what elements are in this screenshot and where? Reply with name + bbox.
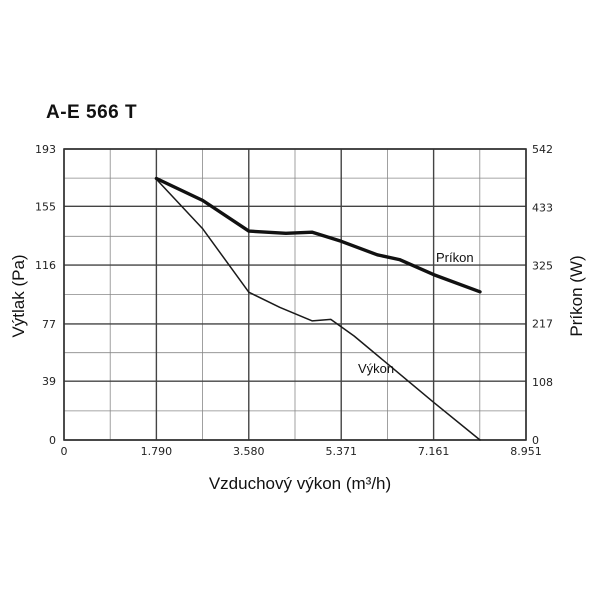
tick-labels: 0 1.790 3.580 5.371 7.161 8.95103977116155193…	[35, 143, 553, 458]
y2-tick-label: 0	[532, 434, 539, 447]
plot-frame	[63, 148, 527, 441]
x-axis-title: Vzduchový výkon (m³/h)	[209, 474, 391, 493]
series-line-vykon	[155, 178, 481, 441]
y-axis-title: Výtlak (Pa)	[9, 254, 28, 337]
series-line-prikon	[154, 176, 482, 294]
grid-major	[63, 148, 527, 441]
y2-tick-label: 217	[532, 317, 553, 330]
series-label-vykon: Výkon	[358, 361, 394, 376]
y-tick-label: 116	[35, 259, 56, 272]
chart-title: A-E 566 T	[46, 102, 138, 123]
y-tick-label: 39	[42, 375, 56, 388]
x-tick-label: 1.790	[141, 445, 173, 458]
x-tick-label: 0	[61, 445, 68, 458]
series-label-prikon: Príkon	[436, 250, 474, 265]
y-tick-label: 77	[42, 318, 56, 331]
y2-tick-label: 433	[532, 202, 553, 215]
y2-tick-label: 542	[532, 143, 553, 156]
grid-minor	[64, 149, 526, 440]
x-tick-label: 3.580	[233, 445, 265, 458]
y2-axis-title: Príkon (W)	[567, 255, 586, 336]
x-tick-label: 7.161	[418, 445, 450, 458]
x-tick-label: 5.371	[325, 445, 357, 458]
y2-tick-label: 325	[532, 260, 553, 273]
y-tick-label: 0	[49, 434, 56, 447]
y-tick-label: 193	[35, 143, 56, 156]
y-tick-label: 155	[35, 200, 56, 213]
x-tick-label: 8.951	[510, 445, 542, 458]
y2-tick-label: 108	[532, 376, 553, 389]
series-layer: Výkon Príkon	[154, 176, 482, 441]
